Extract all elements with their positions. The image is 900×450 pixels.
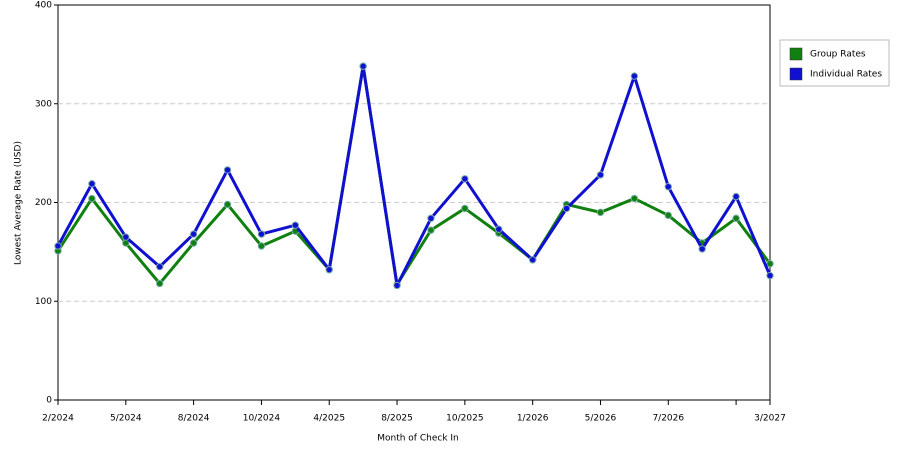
y-tick-label: 100 (35, 297, 52, 307)
point (698, 245, 706, 253)
point (189, 239, 198, 247)
point (88, 194, 96, 203)
legend-label: Group Rates (810, 50, 866, 60)
point (325, 265, 333, 274)
point (223, 200, 232, 209)
point (664, 211, 672, 220)
point (88, 180, 96, 188)
point (393, 281, 401, 290)
x-tick-label: 4/2025 (313, 414, 345, 424)
point (427, 214, 435, 223)
y-tick-label: 200 (35, 198, 52, 208)
point (223, 166, 232, 174)
x-tick-label: 2/2024 (42, 414, 74, 424)
point (257, 230, 266, 238)
point (766, 260, 774, 268)
x-tick-label: 5/2024 (110, 414, 142, 424)
point (156, 279, 164, 288)
series-line (56, 64, 772, 287)
point (461, 175, 469, 183)
y-tick-label: 400 (35, 1, 52, 11)
point (359, 62, 367, 70)
x-tick-label: 1/2026 (517, 414, 549, 424)
point (630, 194, 639, 203)
x-tick-label: 8/2024 (178, 414, 210, 424)
point (495, 225, 503, 233)
legend-swatch (789, 47, 803, 61)
x-tick-label: 7/2026 (652, 414, 684, 424)
series-line (56, 64, 772, 286)
point (528, 256, 537, 264)
point (596, 171, 605, 179)
point (427, 226, 435, 234)
point (54, 242, 62, 250)
point (732, 214, 740, 223)
x-tick-label: 8/2025 (381, 414, 413, 424)
legend-label: Individual Rates (810, 70, 882, 80)
point (257, 242, 266, 250)
x-tick-label: 10/2025 (446, 414, 483, 424)
x-tick-label: 3/2027 (754, 414, 786, 424)
point (189, 230, 198, 238)
point (596, 208, 605, 217)
point (766, 271, 774, 280)
point (461, 204, 469, 213)
x-tick-label: 5/2026 (585, 414, 617, 424)
point (291, 221, 300, 229)
y-tick-label: 0 (46, 396, 52, 406)
point (156, 262, 164, 271)
point (732, 192, 740, 201)
point (562, 204, 571, 213)
x-axis-title: Month of Check In (377, 434, 459, 444)
y-axis-title: Lowest Average Rate (USD) (14, 141, 24, 265)
y-tick-label: 300 (35, 99, 52, 109)
point (122, 233, 130, 241)
point (664, 183, 672, 191)
legend-swatch (789, 67, 803, 81)
point (630, 72, 639, 80)
x-tick-label: 10/2024 (243, 414, 281, 424)
